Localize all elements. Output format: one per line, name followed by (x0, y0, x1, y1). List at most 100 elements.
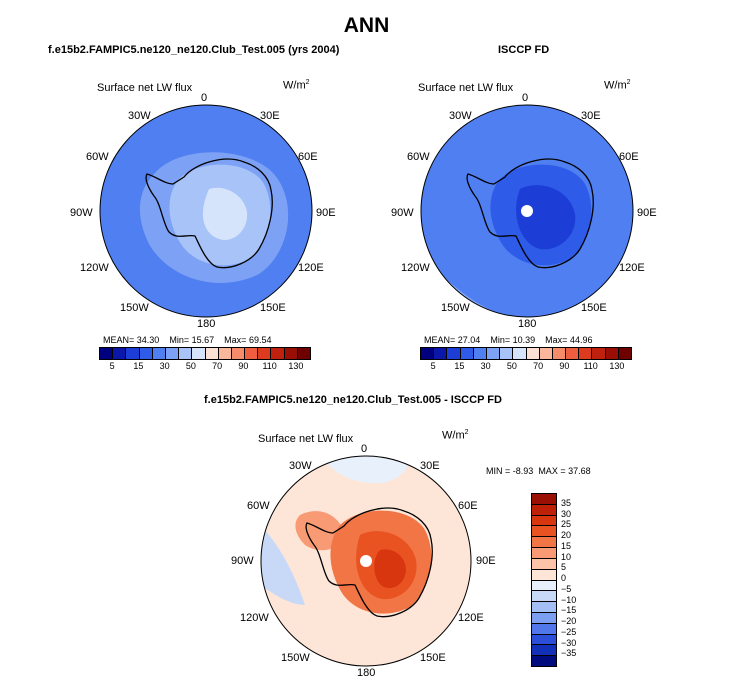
colorbar-swatch (460, 348, 474, 359)
panel3-colorbar (531, 493, 557, 667)
colorbar-swatch (566, 348, 580, 359)
colorbar-tick-label: 10 (561, 551, 572, 562)
colorbar-tick-label: −15 (561, 605, 577, 616)
colorbar-swatch (532, 612, 556, 624)
panel3-lon-30e: 30E (420, 460, 440, 472)
colorbar-swatch (532, 526, 556, 538)
panel1-lon-90w: 90W (70, 207, 93, 219)
panel1-colorbar (99, 347, 311, 360)
panel3-lon-120w: 120W (240, 612, 269, 624)
colorbar-tick-label: 70 (212, 361, 223, 371)
panel2-stats: MEAN= 27.04 Min= 10.39 Max= 44.96 (424, 335, 593, 345)
colorbar-swatch (552, 348, 567, 359)
panel2-lon-60e: 60E (619, 151, 639, 163)
panel2-pole-hole (521, 205, 533, 217)
panel2-lon-120e: 120E (619, 262, 645, 274)
panel2-units: W/m2 (604, 79, 631, 92)
colorbar-swatch (532, 515, 556, 527)
colorbar-tick-label: 30 (561, 508, 572, 519)
panel2-title: ISCCP FD (498, 44, 550, 56)
panel3-lon-0: 0 (361, 443, 368, 455)
panel1-lon-60e: 60E (298, 151, 318, 163)
panel3-map (260, 455, 472, 667)
colorbar-tick-label: 25 (561, 519, 572, 530)
panel1-lon-30w: 30W (128, 110, 151, 122)
panel1-high-patch (202, 187, 248, 240)
colorbar-tick-label: 0 (561, 573, 567, 583)
colorbar-swatch (447, 348, 461, 359)
panel2-low-patch (516, 185, 576, 250)
colorbar-swatch (513, 348, 527, 359)
panel3-stats: MIN = -8.93 MAX = 37.68 (486, 466, 591, 476)
colorbar-swatch (271, 348, 285, 359)
panel1-map (99, 104, 313, 318)
panel3-coastline (305, 507, 433, 618)
colorbar-swatch (532, 558, 556, 570)
colorbar-swatch (258, 348, 272, 359)
colorbar-swatch (526, 348, 540, 359)
panel1-lon-180: 180 (197, 318, 216, 330)
panel3-lon-30w: 30W (289, 460, 312, 472)
panel1-coastline (145, 158, 273, 269)
panel1-lon-150w: 150W (120, 302, 149, 314)
colorbar-swatch (139, 348, 153, 359)
panel2-lon-150w: 150W (441, 302, 470, 314)
panel2-variable: Surface net LW flux (418, 82, 514, 94)
colorbar-tick-label: 20 (561, 530, 572, 540)
panel3-neg-west (261, 525, 305, 605)
colorbar-swatch (126, 348, 140, 359)
colorbar-tick-label: −35 (561, 648, 577, 659)
colorbar-swatch (532, 569, 556, 581)
panel3-variable: Surface net LW flux (258, 433, 354, 445)
panel2-lon-0: 0 (522, 92, 529, 104)
colorbar-tick-label: 5 (109, 361, 115, 371)
colorbar-swatch (245, 348, 259, 359)
panel1-lon-150e: 150E (260, 302, 286, 314)
colorbar-swatch (532, 494, 556, 505)
panel2-map (420, 104, 634, 318)
panel1-lon-90e: 90E (316, 207, 336, 219)
colorbar-swatch (179, 348, 193, 359)
colorbar-swatch (100, 348, 114, 359)
colorbar-swatch (532, 580, 556, 592)
panel1-lon-0: 0 (201, 92, 208, 104)
panel1-lon-30e: 30E (260, 110, 280, 122)
colorbar-swatch (218, 348, 232, 359)
colorbar-swatch (605, 348, 619, 359)
panel3-neg-north (320, 456, 410, 484)
panel1-title: f.e15b2.FAMPIC5.ne120_ne120.Club_Test.00… (48, 44, 340, 56)
colorbar-swatch (297, 348, 310, 359)
colorbar-tick-label: −30 (561, 637, 577, 648)
colorbar-swatch (231, 348, 246, 359)
panel1-variable: Surface net LW flux (97, 82, 193, 94)
colorbar-tick-label: 90 (238, 361, 249, 371)
colorbar-swatch (532, 602, 556, 613)
colorbar-tick-label: 130 (609, 361, 625, 371)
colorbar-tick-label: 30 (480, 361, 491, 371)
colorbar-tick-label: 15 (454, 361, 465, 371)
colorbar-swatch (532, 634, 556, 646)
colorbar-swatch (434, 348, 448, 359)
panel3-lon-150e: 150E (420, 652, 446, 664)
colorbar-swatch (618, 348, 631, 359)
colorbar-tick-label: 110 (583, 361, 598, 371)
panel3-lon-60e: 60E (458, 500, 478, 512)
colorbar-tick-label: 50 (506, 361, 517, 371)
colorbar-tick-label: 35 (561, 497, 572, 508)
colorbar-swatch (205, 348, 219, 359)
main-title: ANN (343, 14, 390, 37)
colorbar-tick-label: 15 (561, 540, 572, 551)
colorbar-swatch (192, 348, 206, 359)
panel3-title: f.e15b2.FAMPIC5.ne120_ne120.Club_Test.00… (204, 394, 502, 406)
colorbar-swatch (539, 348, 553, 359)
panel3-lon-150w: 150W (281, 652, 310, 664)
colorbar-swatch (532, 656, 556, 666)
panel3-units: W/m2 (442, 429, 469, 442)
colorbar-swatch (486, 348, 501, 359)
colorbar-swatch (532, 591, 556, 603)
panel1-lon-120e: 120E (298, 262, 324, 274)
panel3-pole-hole (360, 555, 372, 567)
colorbar-tick-label: 15 (133, 361, 144, 371)
colorbar-swatch (579, 348, 593, 359)
panel1-stats: MEAN= 34.30 Min= 15.67 Max= 69.54 (103, 335, 272, 345)
